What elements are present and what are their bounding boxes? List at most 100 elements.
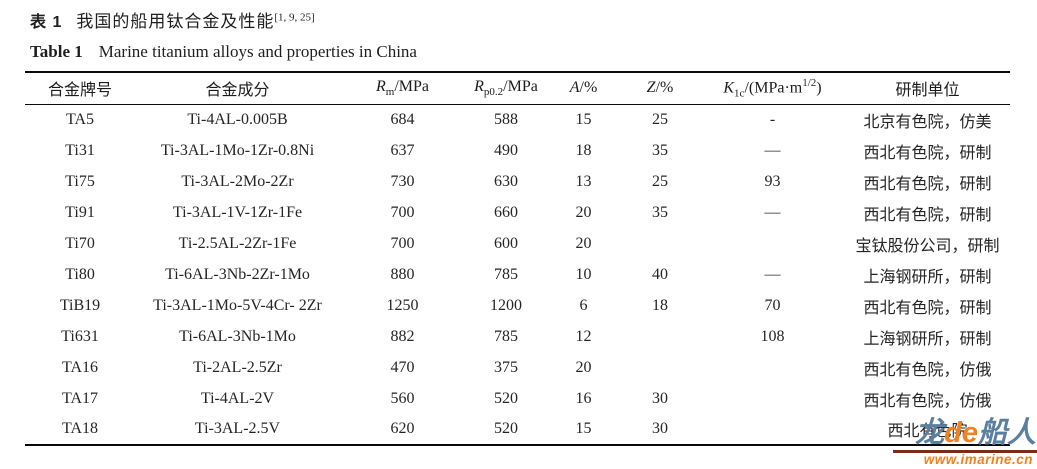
cell-a: 18	[575, 141, 592, 159]
watermark-logo-part2: de	[944, 417, 978, 449]
cell-rp: 660	[494, 203, 518, 221]
watermark-url: www.imarine.cn	[923, 452, 1033, 467]
cell-org: 西北有色院，仿俄	[863, 392, 992, 410]
col-header-k1c: K1c/(MPa·m1/2)	[723, 76, 822, 100]
cell-k1c	[700, 228, 845, 259]
cell-k1c: —	[764, 265, 781, 283]
cell-a: 16	[575, 389, 592, 407]
cell-a: 20	[575, 358, 592, 376]
table-row: TA18 Ti-3AL-2.5V 620 520 15 30 西北有色院	[25, 414, 1010, 445]
cell-org: 西北有色院，研制	[863, 175, 992, 193]
cell-z: 35	[652, 141, 668, 159]
watermark-underline	[893, 450, 1037, 453]
cell-a: 20	[575, 203, 592, 221]
cell-grade: Ti91	[65, 203, 95, 221]
cell-rm: 560	[390, 389, 415, 407]
cell-composition: Ti-3AL-2Mo-2Zr	[181, 172, 294, 190]
cell-rp: 520	[494, 420, 518, 437]
cell-rm: 700	[390, 234, 415, 252]
cell-k1c: 70	[764, 296, 781, 314]
cell-k1c: 108	[760, 327, 785, 345]
cell-composition: Ti-3AL-1Mo-1Zr-0.8Ni	[160, 141, 315, 159]
cell-k1c: —	[764, 203, 781, 221]
cell-z: 30	[652, 389, 668, 407]
cell-a: 12	[575, 327, 592, 345]
table-row: TA16 Ti-2AL-2.5Zr 470 375 20 西北有色院，仿俄	[25, 352, 1010, 383]
caption-cn-text: 我国的船用钛合金及性能	[76, 12, 275, 31]
alloys-table: 合金牌号 合金成分 Rm/MPa Rp0.2/MPa A/% Z/% K1c/(…	[25, 71, 1010, 446]
cell-z	[620, 228, 700, 259]
watermark-logo-part3: 船人	[977, 417, 1036, 449]
cell-z	[620, 352, 700, 383]
col-header-a: A/%	[569, 79, 598, 97]
cell-k1c	[700, 352, 845, 383]
cell-grade: Ti31	[65, 141, 95, 159]
cell-rp: 375	[494, 358, 518, 376]
cell-composition: Ti-6AL-3Nb-2Zr-1Mo	[165, 265, 310, 283]
cell-rm: 880	[390, 265, 415, 283]
cell-k1c: 93	[764, 172, 781, 190]
cell-org: 西北有色院，研制	[863, 299, 992, 317]
caption-cn-refs: [1, 9, 25]	[274, 11, 315, 24]
table-row: Ti31 Ti-3AL-1Mo-1Zr-0.8Ni 637 490 18 35 — 西北有色院…	[25, 135, 1010, 166]
cell-org: 西北有色院，研制	[863, 206, 992, 224]
col-header-org: 研制单位	[895, 82, 960, 100]
cell-grade: Ti631	[61, 327, 99, 345]
watermark-logo-part1: 龙	[915, 417, 945, 449]
cell-a: 6	[579, 296, 588, 314]
cell-a: 20	[575, 234, 592, 252]
table-row: Ti631 Ti-6AL-3Nb-1Mo 882 785 12 108 上海钢研所，研制	[25, 321, 1010, 352]
cell-composition: Ti-3AL-1V-1Zr-1Fe	[172, 203, 303, 221]
caption-en-label: Table 1	[30, 42, 83, 61]
cell-k1c	[700, 414, 845, 445]
cell-z: 40	[652, 265, 668, 283]
cell-org: 北京有色院，仿美	[863, 113, 992, 131]
cell-rp: 588	[494, 110, 518, 128]
imarine-watermark-logo: 龙de船人	[915, 417, 1036, 450]
cell-rm: 730	[390, 172, 415, 190]
cell-grade: TA18	[61, 420, 99, 437]
cell-composition: Ti-4AL-0.005B	[187, 110, 288, 128]
cell-grade: Ti70	[65, 234, 95, 252]
cell-composition: Ti-6AL-3Nb-1Mo	[179, 327, 296, 345]
caption-en-text: Marine titanium alloys and properties in…	[98, 42, 417, 61]
cell-a: 15	[575, 110, 592, 128]
cell-rp: 630	[494, 172, 518, 190]
cell-z	[620, 321, 700, 352]
table-row: Ti80 Ti-6AL-3Nb-2Zr-1Mo 880 785 10 40 — 上海钢研所，研…	[25, 259, 1010, 290]
cell-composition: Ti-3AL-1Mo-5V-4Cr- 2Zr	[153, 296, 322, 314]
col-header-grade: 合金牌号	[47, 82, 112, 100]
cell-rm: 882	[390, 327, 415, 345]
cell-grade: TiB19	[59, 296, 101, 314]
cell-composition: Ti-2AL-2.5Zr	[193, 358, 282, 376]
header-row: 合金牌号 合金成分 Rm/MPa Rp0.2/MPa A/% Z/% K1c/(…	[25, 72, 1010, 104]
cell-k1c: -	[769, 110, 776, 128]
cell-rm: 1250	[386, 296, 419, 314]
col-header-z: Z/%	[646, 79, 674, 97]
table-row: Ti75 Ti-3AL-2Mo-2Zr 730 630 13 25 93 西北有色院，研制	[25, 166, 1010, 197]
cell-grade: Ti75	[65, 172, 95, 190]
table-caption-cn: 表 1 我国的船用钛合金及性能[1, 9, 25]	[30, 7, 315, 32]
cell-rp: 490	[494, 141, 518, 159]
table-row: TiB19 Ti-3AL-1Mo-5V-4Cr- 2Zr 1250 1200 6 18 70…	[25, 290, 1010, 321]
col-header-rm: Rm/MPa	[375, 78, 429, 99]
col-header-composition: 合金成分	[205, 82, 270, 100]
cell-k1c	[700, 383, 845, 414]
col-header-rp02: Rp0.2/MPa	[474, 78, 538, 99]
cell-grade: Ti80	[65, 265, 95, 283]
cell-rp: 785	[494, 327, 518, 345]
cell-z: 35	[652, 203, 668, 221]
cell-rp: 600	[494, 234, 518, 252]
cell-a: 13	[575, 172, 592, 190]
cell-rm: 700	[390, 203, 415, 221]
cell-k1c: —	[764, 141, 781, 159]
cell-rm: 637	[390, 141, 415, 159]
cell-rp: 520	[494, 389, 518, 407]
cell-a: 15	[575, 420, 592, 437]
cell-z: 18	[652, 296, 668, 314]
cell-org: 上海钢研所，研制	[863, 330, 992, 348]
cell-org: 宝钛股份公司，研制	[855, 237, 1000, 255]
cell-rm: 470	[390, 358, 415, 376]
cell-composition: Ti-3AL-2.5V	[194, 420, 281, 437]
cell-org: 西北有色院，研制	[863, 144, 992, 162]
